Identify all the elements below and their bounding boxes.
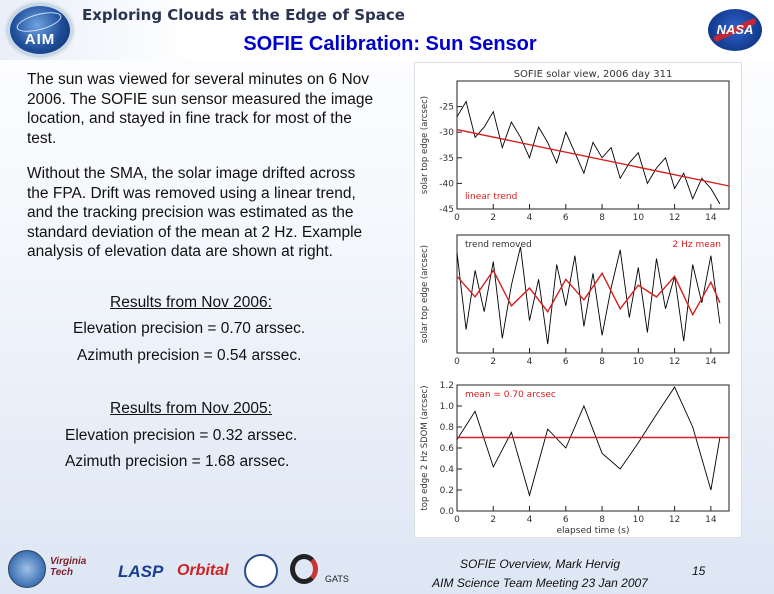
chart-title: SOFIE solar view, 2006 day 311 <box>514 69 673 80</box>
y-tick-label: 0.0 <box>440 507 455 517</box>
chart-annotation: linear trend <box>465 192 517 202</box>
y-tick-label: -25 <box>439 103 454 113</box>
legend-entry-2hz-mean: 2 Hz mean <box>673 240 721 250</box>
aim-logo-text: AIM <box>24 31 56 48</box>
footer-presenter: SOFIE Overview, Mark Hervig <box>459 557 621 571</box>
y-axis-label: top edge 2 Hz SDOM (arcsec) <box>420 385 430 510</box>
page-number: 15 <box>692 564 706 578</box>
x-axis-label: elapsed time (s) <box>557 526 630 536</box>
y-tick-label: 0.2 <box>440 486 454 496</box>
paragraph-method: Without the SMA, the solar image drifted… <box>27 165 363 261</box>
x-tick-label: 14 <box>705 357 717 367</box>
x-tick-label: 8 <box>599 515 605 525</box>
y-tick-label: -45 <box>439 205 454 215</box>
y-tick-label: -35 <box>439 154 454 164</box>
results-2005-azimuth: Azimuth precision = 1.68 arssec. <box>65 453 290 470</box>
chart-frame <box>456 384 730 512</box>
partner-logo-gats: GATS <box>325 574 349 584</box>
partner-logos: Virginia Tech LASP Orbital GATS <box>0 550 420 590</box>
y-axis-label: solar top edge (arcsec) <box>420 96 430 194</box>
x-tick-label: 0 <box>454 213 460 223</box>
y-tick-label: 0.8 <box>440 423 455 433</box>
x-tick-label: 8 <box>599 357 605 367</box>
x-tick-label: 12 <box>669 213 680 223</box>
x-tick-label: 4 <box>527 213 533 223</box>
nasa-logo-text: NASA <box>716 22 754 37</box>
footer-meeting: AIM Science Team Meeting 23 Jan 2007 <box>432 576 648 590</box>
x-tick-label: 4 <box>527 515 533 525</box>
y-axis-label: solar top edge (arcsec) <box>420 245 430 343</box>
chart-frame <box>456 80 730 210</box>
partner-logo-virginia-tech: Virginia Tech <box>50 556 87 578</box>
y-tick-label: 1.2 <box>440 381 454 391</box>
chart-annotation: mean = 0.70 arcsec <box>465 390 556 400</box>
x-tick-label: 6 <box>563 357 569 367</box>
x-tick-label: 0 <box>454 357 460 367</box>
series-line-sdom <box>456 386 721 497</box>
x-tick-label: 6 <box>563 213 569 223</box>
x-tick-label: 0 <box>454 515 460 525</box>
series-line-linear-trend <box>456 128 730 187</box>
x-tick-label: 10 <box>633 515 645 525</box>
aim-logo: AIM <box>8 4 72 56</box>
x-tick-label: 14 <box>705 515 717 525</box>
x-tick-label: 8 <box>599 213 605 223</box>
chart-frame <box>456 234 730 354</box>
x-tick-label: 10 <box>633 357 645 367</box>
header-band <box>0 0 774 60</box>
y-tick-label: 0.6 <box>440 444 455 454</box>
x-tick-label: 2 <box>490 213 496 223</box>
x-tick-label: 4 <box>527 357 533 367</box>
x-tick-label: 10 <box>633 213 645 223</box>
partner-logo-lasp: LASP <box>118 562 164 581</box>
legend-entry-trend-removed: trend removed <box>465 240 532 250</box>
y-tick-label: -30 <box>439 128 454 138</box>
slide-title: SOFIE Calibration: Sun Sensor <box>243 33 537 55</box>
results-2006-azimuth: Azimuth precision = 0.54 arssec. <box>77 347 302 364</box>
gats-swirl-icon <box>290 554 318 584</box>
x-tick-label: 2 <box>490 515 496 525</box>
series-line-trend-removed <box>456 246 721 345</box>
banner-title: Exploring Clouds at the Edge of Space <box>82 6 405 24</box>
calibration-figure: 0 2 4 6 8 10 12 14 -25 -30 -35 -40 -45 solar top edge… <box>414 62 742 538</box>
results-2006-heading: Results from Nov 2006: <box>110 294 272 311</box>
university-seal-icon <box>8 550 46 588</box>
partner-logo-orbital: Orbital <box>177 562 229 579</box>
x-tick-label: 12 <box>669 357 680 367</box>
x-tick-label: 6 <box>563 515 569 525</box>
results-2005-elevation: Elevation precision = 0.32 arssec. <box>65 427 298 444</box>
series-line-signal <box>456 100 721 205</box>
results-2006-elevation: Elevation precision = 0.70 arssec. <box>73 320 306 337</box>
x-tick-label: 14 <box>705 213 717 223</box>
calibration-charts: 0 2 4 6 8 10 12 14 -25 -30 -35 -40 -45 solar top edge… <box>420 69 730 536</box>
nasa-logo: NASA <box>708 9 762 51</box>
x-tick-label: 2 <box>490 357 496 367</box>
institution-seal-icon <box>244 554 278 588</box>
y-tick-label: -40 <box>439 179 454 189</box>
x-tick-label: 12 <box>669 515 680 525</box>
y-tick-label: 1.0 <box>440 402 455 412</box>
series-line-2-hz-mean <box>456 269 721 317</box>
results-2005-heading: Results from Nov 2005: <box>110 400 272 417</box>
y-tick-label: 0.4 <box>440 465 455 475</box>
paragraph-intro: The sun was viewed for several minutes o… <box>27 71 374 147</box>
